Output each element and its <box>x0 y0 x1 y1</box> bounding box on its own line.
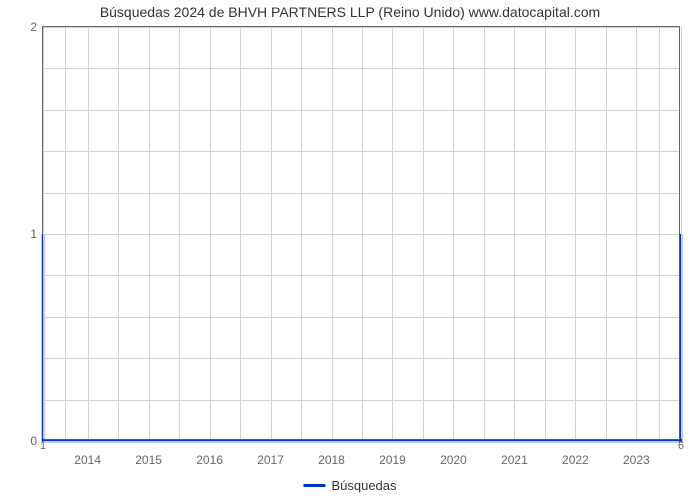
grid-v <box>423 27 424 439</box>
grid-v <box>362 27 363 439</box>
grid-v <box>43 27 44 439</box>
grid-v <box>240 27 241 439</box>
grid-v <box>179 27 180 439</box>
chart-title: Búsquedas 2024 de BHVH PARTNERS LLP (Rei… <box>0 4 700 20</box>
x-tick-label: 2018 <box>318 453 345 467</box>
x-tick-label: 2023 <box>623 453 650 467</box>
x-tick-label: 2019 <box>379 453 406 467</box>
data-point-label: 1 <box>40 440 46 452</box>
x-tick-label: 2021 <box>501 453 528 467</box>
grid-v <box>681 27 682 439</box>
grid-h <box>43 317 679 318</box>
grid-h <box>43 110 679 111</box>
legend-label: Búsquedas <box>331 478 396 493</box>
grid-v <box>606 27 607 439</box>
grid-v <box>453 27 454 439</box>
grid-v <box>636 27 637 439</box>
y-tick-label: 0 <box>30 434 37 448</box>
x-tick-label: 2015 <box>135 453 162 467</box>
grid-v <box>271 27 272 439</box>
x-tick-label: 2020 <box>440 453 467 467</box>
legend: Búsquedas <box>303 478 396 493</box>
x-tick-label: 2017 <box>257 453 284 467</box>
grid-h <box>43 27 679 28</box>
grid-v <box>118 27 119 439</box>
grid-h <box>43 358 679 359</box>
grid-v <box>301 27 302 439</box>
grid-h <box>43 151 679 152</box>
grid-h <box>43 441 679 442</box>
legend-swatch <box>303 484 325 487</box>
x-tick-label: 2014 <box>74 453 101 467</box>
grid-h <box>43 193 679 194</box>
grid-v <box>545 27 546 439</box>
grid-v <box>210 27 211 439</box>
grid-v <box>65 27 66 439</box>
grid-v <box>484 27 485 439</box>
grid-v <box>332 27 333 439</box>
grid-v <box>659 27 660 439</box>
x-tick-label: 2022 <box>562 453 589 467</box>
y-tick-label: 2 <box>30 20 37 34</box>
grid-h <box>43 68 679 69</box>
grid-h <box>43 275 679 276</box>
grid-v <box>149 27 150 439</box>
chart-container: Búsquedas 2024 de BHVH PARTNERS LLP (Rei… <box>0 0 700 500</box>
y-tick-label: 1 <box>30 227 37 241</box>
grid-v <box>392 27 393 439</box>
grid-h <box>43 400 679 401</box>
grid-v <box>514 27 515 439</box>
plot-area: 0122014201520162017201820192020202120222… <box>42 26 680 440</box>
grid-v <box>88 27 89 439</box>
x-tick-label: 2016 <box>196 453 223 467</box>
data-point-label: 6 <box>678 440 684 452</box>
grid-h <box>43 234 679 235</box>
grid-v <box>575 27 576 439</box>
